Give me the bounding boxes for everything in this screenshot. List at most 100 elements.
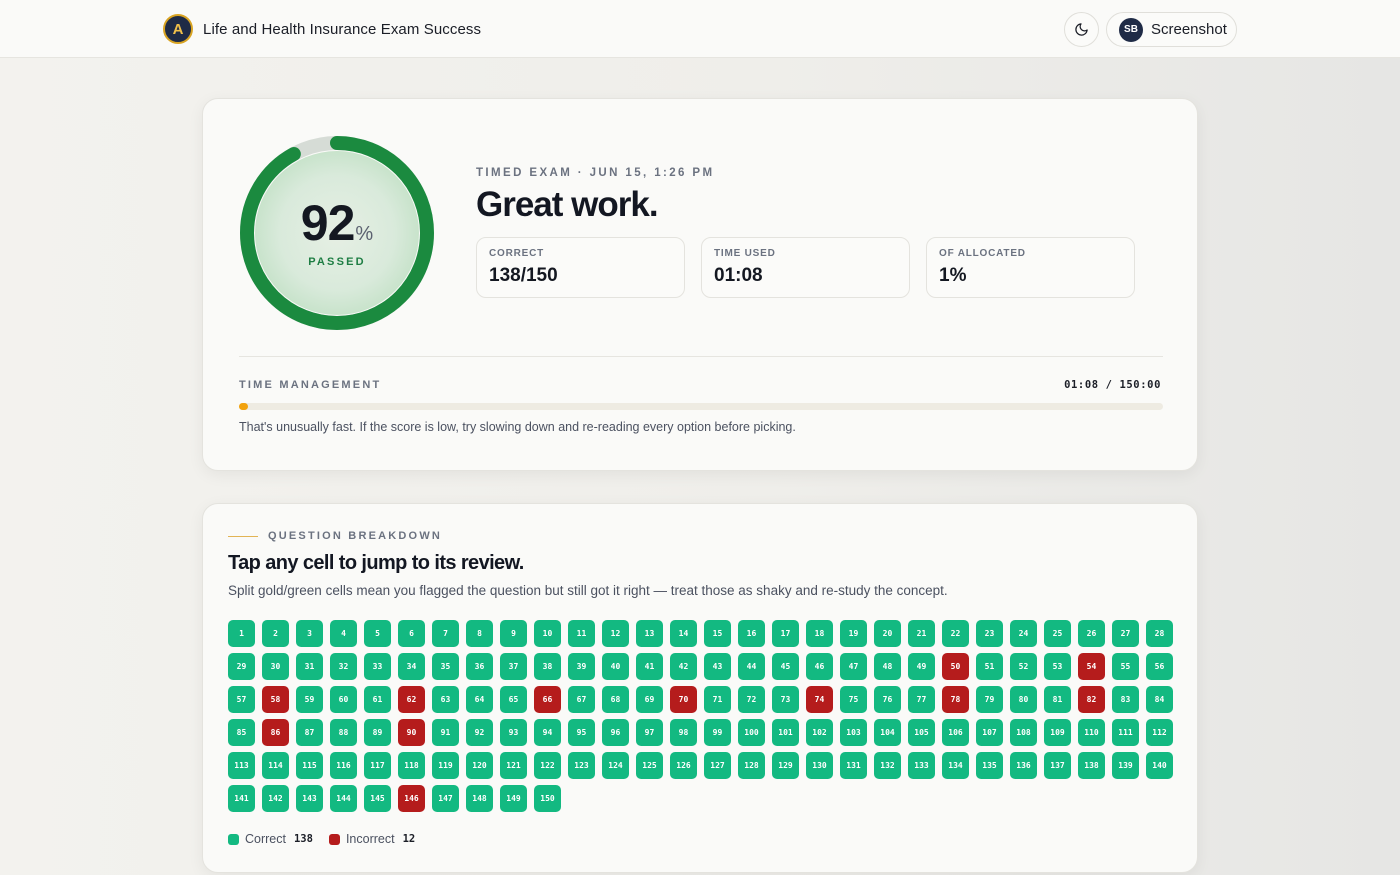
question-cell-incorrect[interactable]: 66: [534, 686, 561, 713]
question-cell-correct[interactable]: 42: [670, 653, 697, 680]
question-cell-correct[interactable]: 116: [330, 752, 357, 779]
question-cell-correct[interactable]: 138: [1078, 752, 1105, 779]
question-cell-correct[interactable]: 85: [228, 719, 255, 746]
question-cell-correct[interactable]: 79: [976, 686, 1003, 713]
question-cell-incorrect[interactable]: 62: [398, 686, 425, 713]
question-cell-correct[interactable]: 109: [1044, 719, 1071, 746]
question-cell-correct[interactable]: 9: [500, 620, 527, 647]
question-cell-correct[interactable]: 112: [1146, 719, 1173, 746]
question-cell-correct[interactable]: 29: [228, 653, 255, 680]
question-cell-correct[interactable]: 23: [976, 620, 1003, 647]
question-cell-correct[interactable]: 4: [330, 620, 357, 647]
question-cell-correct[interactable]: 150: [534, 785, 561, 812]
question-cell-correct[interactable]: 122: [534, 752, 561, 779]
question-cell-correct[interactable]: 130: [806, 752, 833, 779]
question-cell-correct[interactable]: 96: [602, 719, 629, 746]
question-cell-correct[interactable]: 22: [942, 620, 969, 647]
question-cell-correct[interactable]: 119: [432, 752, 459, 779]
question-cell-correct[interactable]: 91: [432, 719, 459, 746]
question-cell-correct[interactable]: 26: [1078, 620, 1105, 647]
question-cell-correct[interactable]: 24: [1010, 620, 1037, 647]
question-cell-correct[interactable]: 35: [432, 653, 459, 680]
question-cell-correct[interactable]: 115: [296, 752, 323, 779]
question-cell-correct[interactable]: 69: [636, 686, 663, 713]
question-cell-correct[interactable]: 83: [1112, 686, 1139, 713]
question-cell-correct[interactable]: 12: [602, 620, 629, 647]
question-cell-correct[interactable]: 5: [364, 620, 391, 647]
question-cell-correct[interactable]: 110: [1078, 719, 1105, 746]
theme-toggle-button[interactable]: [1064, 12, 1099, 47]
question-cell-correct[interactable]: 45: [772, 653, 799, 680]
question-cell-correct[interactable]: 111: [1112, 719, 1139, 746]
question-cell-correct[interactable]: 19: [840, 620, 867, 647]
question-cell-correct[interactable]: 81: [1044, 686, 1071, 713]
question-cell-correct[interactable]: 140: [1146, 752, 1173, 779]
question-cell-correct[interactable]: 137: [1044, 752, 1071, 779]
question-cell-correct[interactable]: 36: [466, 653, 493, 680]
question-cell-correct[interactable]: 147: [432, 785, 459, 812]
question-cell-correct[interactable]: 32: [330, 653, 357, 680]
question-cell-incorrect[interactable]: 90: [398, 719, 425, 746]
question-cell-correct[interactable]: 135: [976, 752, 1003, 779]
question-cell-correct[interactable]: 67: [568, 686, 595, 713]
question-cell-correct[interactable]: 60: [330, 686, 357, 713]
question-cell-correct[interactable]: 52: [1010, 653, 1037, 680]
question-cell-correct[interactable]: 142: [262, 785, 289, 812]
question-cell-correct[interactable]: 47: [840, 653, 867, 680]
question-cell-correct[interactable]: 94: [534, 719, 561, 746]
question-cell-correct[interactable]: 128: [738, 752, 765, 779]
question-cell-correct[interactable]: 57: [228, 686, 255, 713]
question-cell-correct[interactable]: 64: [466, 686, 493, 713]
question-cell-correct[interactable]: 43: [704, 653, 731, 680]
question-cell-correct[interactable]: 143: [296, 785, 323, 812]
question-cell-correct[interactable]: 63: [432, 686, 459, 713]
question-cell-correct[interactable]: 73: [772, 686, 799, 713]
question-cell-correct[interactable]: 99: [704, 719, 731, 746]
question-cell-correct[interactable]: 30: [262, 653, 289, 680]
question-cell-correct[interactable]: 38: [534, 653, 561, 680]
question-cell-correct[interactable]: 37: [500, 653, 527, 680]
question-cell-correct[interactable]: 87: [296, 719, 323, 746]
question-cell-correct[interactable]: 124: [602, 752, 629, 779]
question-cell-correct[interactable]: 1: [228, 620, 255, 647]
question-cell-correct[interactable]: 14: [670, 620, 697, 647]
question-cell-correct[interactable]: 107: [976, 719, 1003, 746]
question-cell-correct[interactable]: 92: [466, 719, 493, 746]
question-cell-correct[interactable]: 25: [1044, 620, 1071, 647]
question-cell-correct[interactable]: 48: [874, 653, 901, 680]
question-cell-correct[interactable]: 53: [1044, 653, 1071, 680]
question-cell-correct[interactable]: 118: [398, 752, 425, 779]
question-cell-correct[interactable]: 98: [670, 719, 697, 746]
question-cell-correct[interactable]: 21: [908, 620, 935, 647]
question-cell-correct[interactable]: 71: [704, 686, 731, 713]
question-cell-correct[interactable]: 20: [874, 620, 901, 647]
question-cell-correct[interactable]: 65: [500, 686, 527, 713]
question-cell-correct[interactable]: 121: [500, 752, 527, 779]
question-cell-incorrect[interactable]: 58: [262, 686, 289, 713]
question-cell-correct[interactable]: 7: [432, 620, 459, 647]
question-cell-correct[interactable]: 114: [262, 752, 289, 779]
question-cell-correct[interactable]: 80: [1010, 686, 1037, 713]
question-cell-correct[interactable]: 11: [568, 620, 595, 647]
question-cell-correct[interactable]: 33: [364, 653, 391, 680]
question-cell-correct[interactable]: 132: [874, 752, 901, 779]
question-cell-correct[interactable]: 97: [636, 719, 663, 746]
question-cell-correct[interactable]: 49: [908, 653, 935, 680]
question-cell-correct[interactable]: 39: [568, 653, 595, 680]
question-cell-correct[interactable]: 127: [704, 752, 731, 779]
question-cell-correct[interactable]: 40: [602, 653, 629, 680]
question-cell-correct[interactable]: 34: [398, 653, 425, 680]
question-cell-correct[interactable]: 120: [466, 752, 493, 779]
question-cell-correct[interactable]: 145: [364, 785, 391, 812]
question-cell-correct[interactable]: 102: [806, 719, 833, 746]
question-cell-correct[interactable]: 106: [942, 719, 969, 746]
question-cell-correct[interactable]: 61: [364, 686, 391, 713]
question-cell-correct[interactable]: 104: [874, 719, 901, 746]
question-cell-correct[interactable]: 17: [772, 620, 799, 647]
question-cell-correct[interactable]: 41: [636, 653, 663, 680]
question-cell-incorrect[interactable]: 78: [942, 686, 969, 713]
question-cell-correct[interactable]: 93: [500, 719, 527, 746]
question-cell-incorrect[interactable]: 86: [262, 719, 289, 746]
question-cell-correct[interactable]: 3: [296, 620, 323, 647]
user-menu-button[interactable]: SB Screenshot: [1106, 12, 1237, 47]
